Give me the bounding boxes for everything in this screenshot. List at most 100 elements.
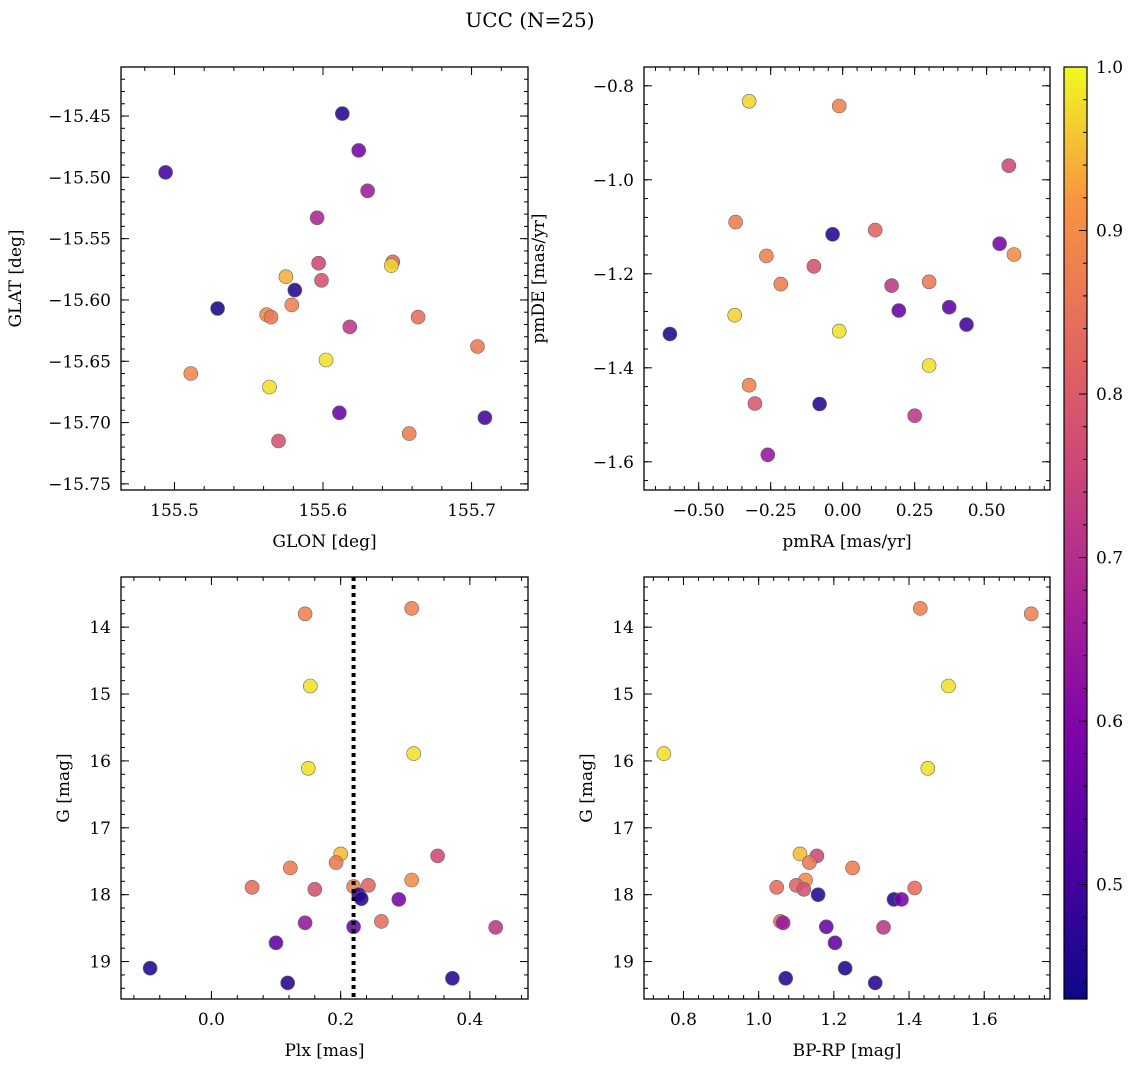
x-tick-label: 0.8 [670,1010,697,1030]
y-tick-label: 15 [89,685,111,705]
scatter-point [921,358,937,373]
y-tick-label: 17 [89,819,111,839]
scatter-point [332,405,347,421]
x-tick-label: 1.6 [971,1010,998,1030]
panel-bprp-g-xlabel: BP-RP [mag] [793,1041,902,1061]
y-tick-label: −0.8 [593,77,634,97]
scatter-point [287,282,303,298]
y-tick-label: −15.45 [48,107,111,127]
y-tick-label: −1.0 [593,171,634,191]
scatter-point [391,892,407,907]
scatter-point [773,276,789,292]
scatter-point [374,914,389,929]
scatter-point [314,272,329,288]
scatter-point [769,879,785,895]
x-tick-label: 1.2 [820,1010,847,1030]
scatter-point [662,326,678,342]
scatter-point [760,447,776,463]
scatter-point [867,975,883,991]
scatter-point [445,970,460,986]
scatter-point [318,352,334,368]
y-tick-label: 16 [89,752,111,772]
x-tick-label: 155.5 [150,501,199,521]
scatter-point [941,678,956,694]
x-tick-label: −0.25 [745,501,797,521]
scatter-point [759,248,774,264]
panel-pmra-pmde-frame [643,66,1051,491]
colorbar-tick-label: 1.0 [1096,58,1123,78]
scatter-point [891,303,907,318]
panel-pmra-pmde-ticks: −0.50 −0.25 0.00 0.25 0.50 −1.6 −1.4 −1.2 −1.0 −0… [593,66,1050,521]
scatter-point [334,106,350,121]
scatter-point [775,915,791,931]
y-tick-label: −1.2 [593,265,634,285]
panel-glon-glat-ylabel: GLAT [deg] [6,229,26,327]
y-tick-label: −15.60 [48,291,111,311]
panel-glon-glat-ticks: 155.5 155.6 155.7 −15.75 −15.70 −15.65 −15.60 −… [48,66,528,521]
panel-pmra-pmde-ylabel: pmDE [mas/yr] [529,213,549,343]
panel-pmra-pmde-points [662,94,1022,463]
scatter-point [309,210,325,226]
x-tick-label: −0.50 [673,501,725,521]
panel-pmra-pmde: −0.50 −0.25 0.00 0.25 0.50 −1.6 −1.4 −1.2 −1.0 −0… [529,66,1051,552]
scatter-point [802,855,817,870]
panel-bprp-g-ylabel: G [mag] [577,753,597,822]
scatter-point [656,746,672,761]
scatter-point [302,678,318,694]
scatter-point [142,960,158,976]
scatter-point [894,892,909,907]
scatter-point [278,269,294,285]
scatter-point [867,222,883,238]
scatter-point [796,881,812,897]
x-tick-label: 0.0 [198,1010,225,1030]
scatter-point [282,860,298,876]
scatter-point [812,396,827,412]
scatter-point [907,880,923,896]
y-tick-label: −15.55 [48,230,111,250]
scatter-point [1023,606,1039,622]
scatter-point [907,408,923,424]
scatter-point [741,94,757,109]
scatter-point [351,143,367,158]
panel-plx-g-xlabel: Plx [mas] [284,1041,364,1061]
x-tick-label: 155.6 [299,501,348,521]
scatter-point [404,872,420,888]
scatter-point [383,258,399,273]
scatter-point [361,877,376,893]
x-tick-label: 0.4 [456,1010,483,1030]
colorbar-tick-label: 0.6 [1096,712,1123,732]
y-tick-label: 14 [612,618,634,638]
scatter-point [158,165,173,180]
y-tick-label: −1.6 [593,453,634,473]
scatter-point [280,975,296,991]
panel-bprp-g-frame [643,576,1051,1000]
scatter-point [992,236,1007,251]
panel-plx-g-ylabel: G [mag] [54,753,74,822]
scatter-point [876,920,891,935]
y-tick-label: 14 [89,618,111,638]
scatter-point [311,255,326,271]
scatter-point [1001,158,1017,173]
scatter-point [410,309,426,325]
scatter-point [268,935,284,951]
scatter-point [342,319,358,335]
scatter-point [810,887,826,903]
scatter-point [353,891,369,907]
scatter-point [470,339,485,354]
scatter-point [401,426,417,441]
scatter-point [831,98,847,114]
scatter-point [430,848,445,864]
y-tick-label: −15.65 [48,352,111,372]
scatter-point [300,760,316,776]
x-tick-label: 0.50 [968,501,1006,521]
scatter-point [263,309,279,325]
y-tick-label: 15 [612,685,634,705]
scatter-point [912,601,928,616]
scatter-point [921,274,937,290]
scatter-point [827,935,843,951]
scatter-point [210,301,225,316]
panel-glon-glat: 155.5 155.6 155.7 −15.75 −15.70 −15.65 −15.60 −… [6,66,529,552]
panel-glon-glat-xlabel: GLON [deg] [272,532,376,552]
colorbar-tick-label: 0.8 [1096,385,1123,405]
